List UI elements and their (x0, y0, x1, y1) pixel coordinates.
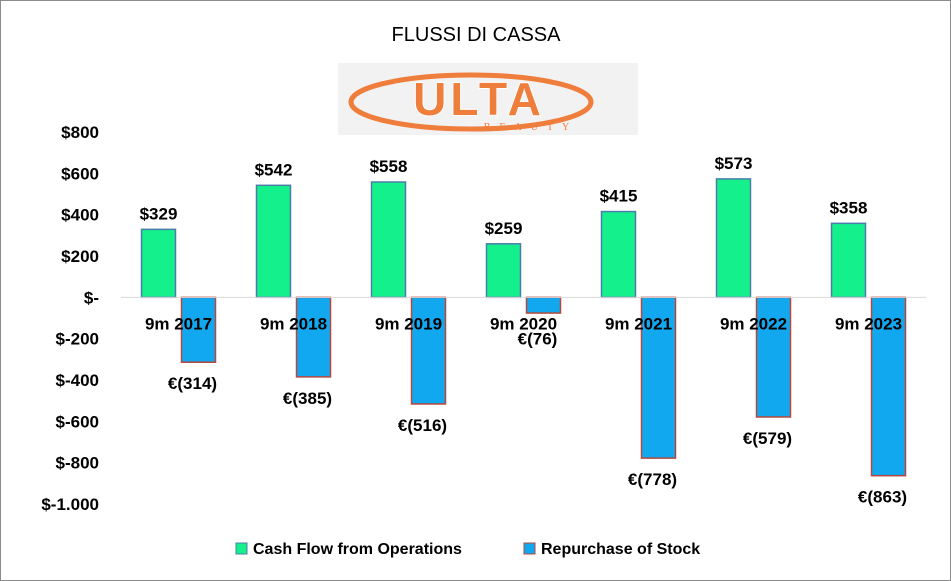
data-label: $415 (600, 187, 638, 206)
bar-cash-flow (140, 228, 177, 299)
data-label: €(385) (283, 389, 332, 408)
x-tick-label: 9m 2023 (835, 314, 902, 333)
y-tick-label: $-200 (56, 330, 99, 349)
y-axis: $800 $600 $400 $200 $- $-200 $-400 $-600 $-800 $-… (41, 123, 99, 514)
data-label: $358 (830, 198, 868, 217)
data-label: $573 (715, 154, 753, 173)
data-label: €(579) (743, 429, 792, 448)
bar-repurchase (295, 296, 332, 378)
ulta-logo: ULTA BEAUTY (338, 63, 638, 135)
data-label: €(863) (858, 488, 907, 507)
y-tick-label: $600 (61, 164, 99, 183)
logo-swoosh (348, 72, 594, 132)
bar-repurchase (755, 296, 792, 418)
bars-group (140, 178, 907, 477)
data-label: €(778) (628, 470, 677, 489)
y-tick-label: $-800 (56, 454, 99, 473)
bar-cash-flow (830, 222, 867, 299)
x-tick-label: 9m 2017 (145, 314, 212, 333)
bar-cash-flow (485, 243, 522, 299)
bar-repurchase (180, 296, 217, 363)
category-labels: 9m 2017 9m 2018 9m 2019 9m 2020 9m 2021 9m 20… (145, 314, 902, 333)
data-label: $542 (255, 160, 293, 179)
x-tick-label: 9m 2019 (375, 314, 442, 333)
logo-wordmark: ULTA (413, 73, 545, 125)
bar-repurchase (410, 296, 447, 405)
data-label: $259 (485, 219, 523, 238)
data-label: $558 (370, 157, 408, 176)
logo-subtext: BEAUTY (484, 122, 579, 133)
x-tick-label: 9m 2022 (720, 314, 787, 333)
data-label: $329 (140, 204, 178, 223)
data-labels: $329 $542 $558 $259 $415 $573 $358 €(314) €(385)… (140, 154, 907, 507)
x-tick-label: 9m 2020 (490, 314, 557, 333)
y-tick-label: $400 (61, 206, 99, 225)
x-tick-label: 9m 2018 (260, 314, 327, 333)
y-tick-label: $- (84, 288, 99, 307)
legend-swatch (523, 542, 536, 555)
bar-cash-flow (715, 178, 752, 299)
y-tick-label: $800 (61, 123, 99, 142)
legend-label: Cash Flow from Operations (253, 541, 462, 558)
y-tick-label: $-600 (56, 412, 99, 431)
bar-repurchase (640, 296, 677, 459)
data-label: €(76) (518, 329, 558, 348)
data-label: €(516) (398, 416, 447, 435)
bar-repurchase (525, 296, 562, 314)
y-tick-label: $-1.000 (41, 495, 99, 514)
bar-cash-flow (600, 210, 637, 299)
x-tick-label: 9m 2021 (605, 314, 672, 333)
y-tick-label: $-400 (56, 371, 99, 390)
data-label: €(314) (168, 374, 217, 393)
bar-cash-flow (255, 184, 292, 299)
legend-swatch (235, 542, 248, 555)
legend-label: Repurchase of Stock (541, 541, 700, 558)
legend: Cash Flow from Operations Repurchase of S… (235, 541, 700, 558)
y-tick-label: $200 (61, 247, 99, 266)
chart-title: FLUSSI DI CASSA (392, 24, 562, 46)
bar-cash-flow (370, 181, 407, 299)
